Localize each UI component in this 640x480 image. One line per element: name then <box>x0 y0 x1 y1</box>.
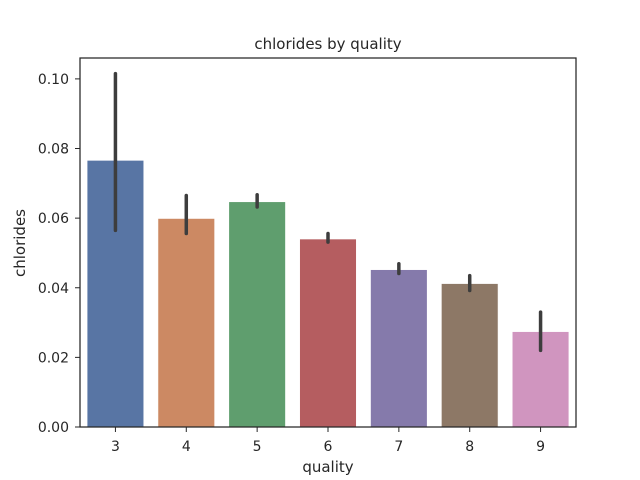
x-tick-label-4: 4 <box>182 439 191 455</box>
y-tick-label-4: 0.08 <box>38 142 69 158</box>
error-bars-group <box>113 71 543 353</box>
bars-group <box>86 160 570 428</box>
x-tick-label-3: 3 <box>111 439 120 455</box>
x-axis-label: quality <box>302 458 353 476</box>
chart-title: chlorides by quality <box>254 35 401 53</box>
y-tick-label-1: 0.02 <box>38 350 69 366</box>
bar-7 <box>370 269 428 428</box>
bar-8 <box>441 283 499 428</box>
y-tick-label-5: 0.10 <box>38 72 69 88</box>
x-tick-label-6: 6 <box>324 439 333 455</box>
bar-4 <box>157 218 215 428</box>
plot-frame <box>79 57 577 428</box>
y-tick-label-3: 0.06 <box>38 211 69 227</box>
y-tick-label-0: 0.00 <box>38 420 69 436</box>
y-axis-label: chlorides <box>11 209 29 277</box>
x-tick-label-8: 8 <box>465 439 474 455</box>
y-axis-ticks: 0.00 0.02 0.04 0.06 0.08 0.10 <box>38 72 80 436</box>
x-tick-label-5: 5 <box>253 439 262 455</box>
y-tick-label-2: 0.04 <box>38 281 69 297</box>
bar-5 <box>228 201 286 428</box>
x-tick-label-7: 7 <box>394 439 403 455</box>
x-tick-label-9: 9 <box>536 439 545 455</box>
bar-6 <box>299 238 357 428</box>
x-axis-ticks: 3 4 5 6 7 8 9 <box>111 427 545 455</box>
